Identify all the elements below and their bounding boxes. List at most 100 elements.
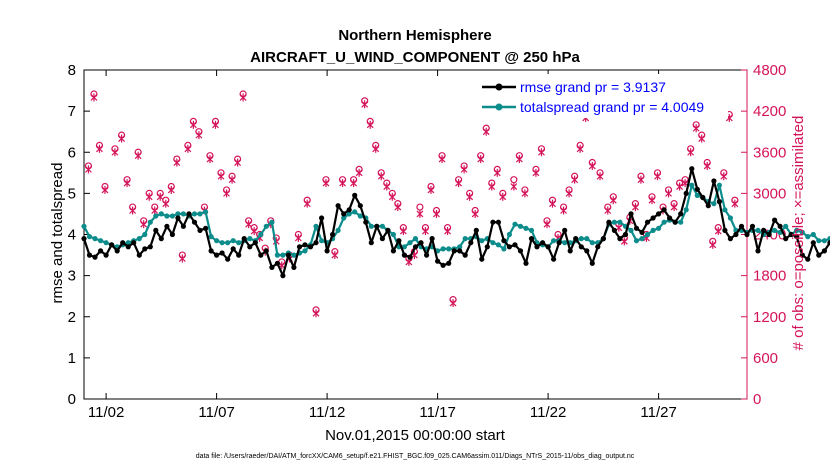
totalspread-point — [578, 236, 584, 242]
y-axis-right-label: # of obs: o=possible; ×=assimilated — [790, 116, 807, 351]
obs-assimilated-point — [294, 233, 302, 242]
rmse-point — [562, 227, 568, 233]
totalspread-point — [584, 236, 590, 242]
totalspread-point — [517, 223, 524, 229]
totalspread-point — [827, 236, 830, 242]
totalspread-point — [98, 238, 104, 244]
totalspread-point — [479, 238, 485, 244]
totalspread-point — [689, 182, 695, 188]
totalspread-point — [169, 213, 175, 219]
obs-assimilated-point — [731, 199, 739, 208]
obs-assimilated-point — [339, 179, 346, 188]
rmse-point — [153, 227, 159, 233]
rmse-point — [313, 240, 319, 246]
totalspread-point — [379, 223, 385, 229]
totalspread-point — [352, 209, 358, 215]
rmse-point — [435, 258, 441, 264]
totalspread-point — [490, 240, 496, 246]
obs-assimilated-point — [189, 120, 197, 129]
rmse-point — [733, 231, 739, 238]
totalspread-point — [341, 215, 347, 221]
obs-assimilated-point — [532, 168, 540, 177]
rmse-point — [230, 246, 236, 252]
obs-assimilated-point — [123, 179, 131, 188]
rmse-point — [407, 254, 413, 260]
rmse-point — [147, 244, 153, 250]
totalspread-point — [335, 227, 341, 233]
obs-assimilated-point — [709, 240, 717, 249]
rmse-point — [451, 248, 457, 254]
rmse-point — [142, 246, 148, 252]
obs-assimilated-point — [714, 227, 722, 236]
rmse-point — [683, 190, 689, 196]
totalspread-point — [711, 201, 717, 207]
rmse-point — [589, 260, 595, 266]
data-file-footer: data file: /Users/raeder/DAI/ATM_forcXX/… — [196, 453, 635, 460]
y-left-tick-label: 8 — [68, 62, 76, 79]
rmse-point — [429, 236, 435, 242]
obs-assimilated-point — [217, 172, 225, 181]
obs-assimilated-point — [720, 172, 728, 181]
obs-assimilated-point — [576, 144, 584, 153]
rmse-point — [694, 186, 700, 192]
rmse-point — [98, 248, 104, 254]
rmse-point — [346, 207, 352, 213]
totalspread-point — [727, 215, 734, 221]
rmse-point — [368, 240, 374, 246]
rmse-point — [611, 227, 618, 233]
totalspread-point — [147, 219, 153, 225]
rmse-point — [164, 223, 170, 229]
rmse-point — [352, 192, 358, 198]
totalspread-point — [440, 246, 446, 252]
rmse-point — [556, 240, 562, 246]
rmse-point — [324, 248, 330, 254]
rmse-point — [755, 248, 761, 254]
rmse-point — [302, 242, 308, 248]
totalspread-point — [225, 240, 231, 246]
rmse-point — [291, 264, 297, 270]
obs-assimilated-point — [687, 148, 695, 157]
totalspread-point — [678, 219, 684, 225]
obs-assimilated-point — [433, 209, 440, 218]
obs-assimilated-point — [129, 206, 137, 215]
rmse-point — [805, 256, 811, 262]
rmse-point — [600, 236, 607, 242]
rmse-point — [363, 219, 369, 225]
totalspread-point — [617, 219, 623, 225]
totalspread-point — [158, 211, 164, 217]
y-left-tick-label: 3 — [68, 268, 76, 285]
rmse-point — [788, 231, 794, 238]
rmse-point — [396, 238, 402, 244]
obs-assimilated-point — [510, 182, 518, 191]
rmse-point — [330, 231, 336, 238]
obs-assimilated-point — [482, 127, 490, 136]
obs-assimilated-point — [223, 189, 230, 198]
totalspread-point — [219, 240, 225, 246]
totalspread-point — [462, 236, 468, 242]
obs-assimilated-point — [388, 192, 396, 201]
rmse-point — [462, 252, 468, 258]
rmse-point — [114, 248, 120, 254]
rmse-point — [175, 215, 181, 221]
y-right-tick-label: 0 — [753, 391, 761, 408]
y-right-tick-label: 600 — [753, 350, 778, 367]
obs-assimilated-point — [303, 199, 311, 208]
y-right-tick-label: 4800 — [753, 62, 786, 79]
obs-assimilated-point — [698, 134, 706, 143]
totalspread-point — [142, 231, 148, 238]
totalspread-point — [125, 240, 131, 246]
rmse-point — [186, 211, 192, 217]
rmse-point — [584, 248, 590, 254]
totalspread-point — [319, 238, 325, 244]
obs-assimilated-point — [206, 155, 214, 164]
y-right-tick-label: 4200 — [753, 103, 786, 120]
totalspread-point — [81, 223, 87, 229]
rmse-point — [578, 244, 584, 250]
obs-assimilated-point — [438, 155, 446, 164]
rmse-point — [700, 194, 706, 201]
obs-assimilated-point — [399, 227, 407, 236]
totalspread-point — [644, 231, 651, 238]
legend-spread-marker — [495, 103, 503, 111]
totalspread-point — [180, 211, 186, 217]
